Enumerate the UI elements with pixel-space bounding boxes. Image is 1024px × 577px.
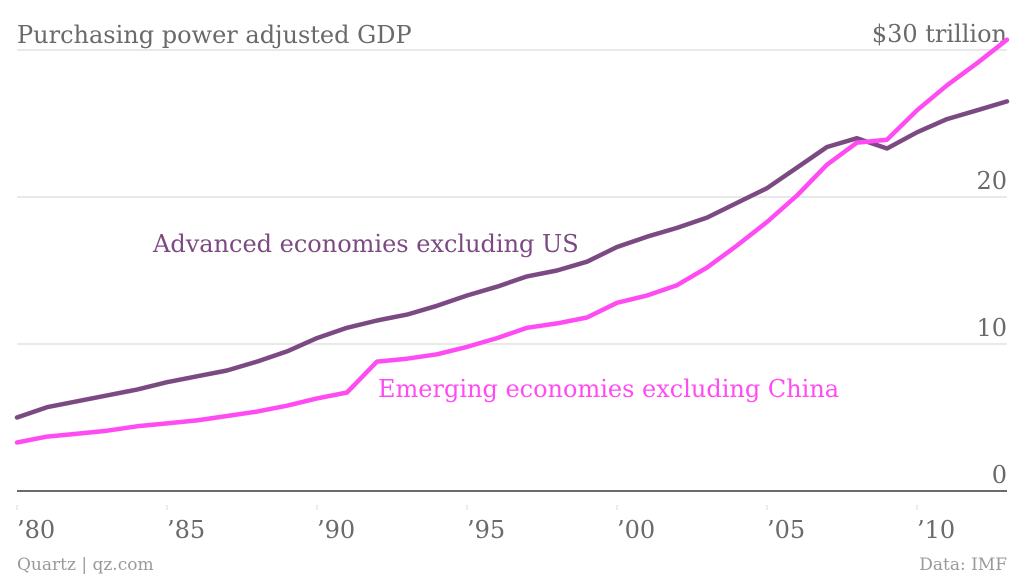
y-axis: 0 10 20 $30 trillion xyxy=(872,20,1007,489)
source-credit: Quartz | qz.com xyxy=(17,555,154,575)
x-tick-label: ’90 xyxy=(317,516,355,544)
series-label-advanced: Advanced economies excluding US xyxy=(152,230,579,258)
y-tick-label: $30 trillion xyxy=(872,20,1007,48)
x-tick-label: ’05 xyxy=(767,516,805,544)
series-line-advanced xyxy=(14,99,1010,420)
chart-title: Purchasing power adjusted GDP xyxy=(17,21,412,49)
y-tick-label: 0 xyxy=(992,461,1007,489)
series-label-emerging: Emerging economies excluding China xyxy=(378,375,839,403)
y-tick-label: 20 xyxy=(976,167,1007,195)
x-tick-label: ’80 xyxy=(17,516,55,544)
gridlines xyxy=(17,49,1007,492)
series-lines xyxy=(14,37,1010,445)
x-tick-label: ’85 xyxy=(167,516,205,544)
x-tick-label: ’95 xyxy=(467,516,505,544)
y-tick-label: 10 xyxy=(976,314,1007,342)
series-line-emerging xyxy=(14,37,1010,445)
x-tick-label: ’10 xyxy=(917,516,955,544)
data-source: Data: IMF xyxy=(919,555,1007,575)
x-tick-label: ’00 xyxy=(617,516,655,544)
x-axis: ’80 ’85 ’90 ’95 ’00 ’05 ’10 xyxy=(16,505,955,544)
